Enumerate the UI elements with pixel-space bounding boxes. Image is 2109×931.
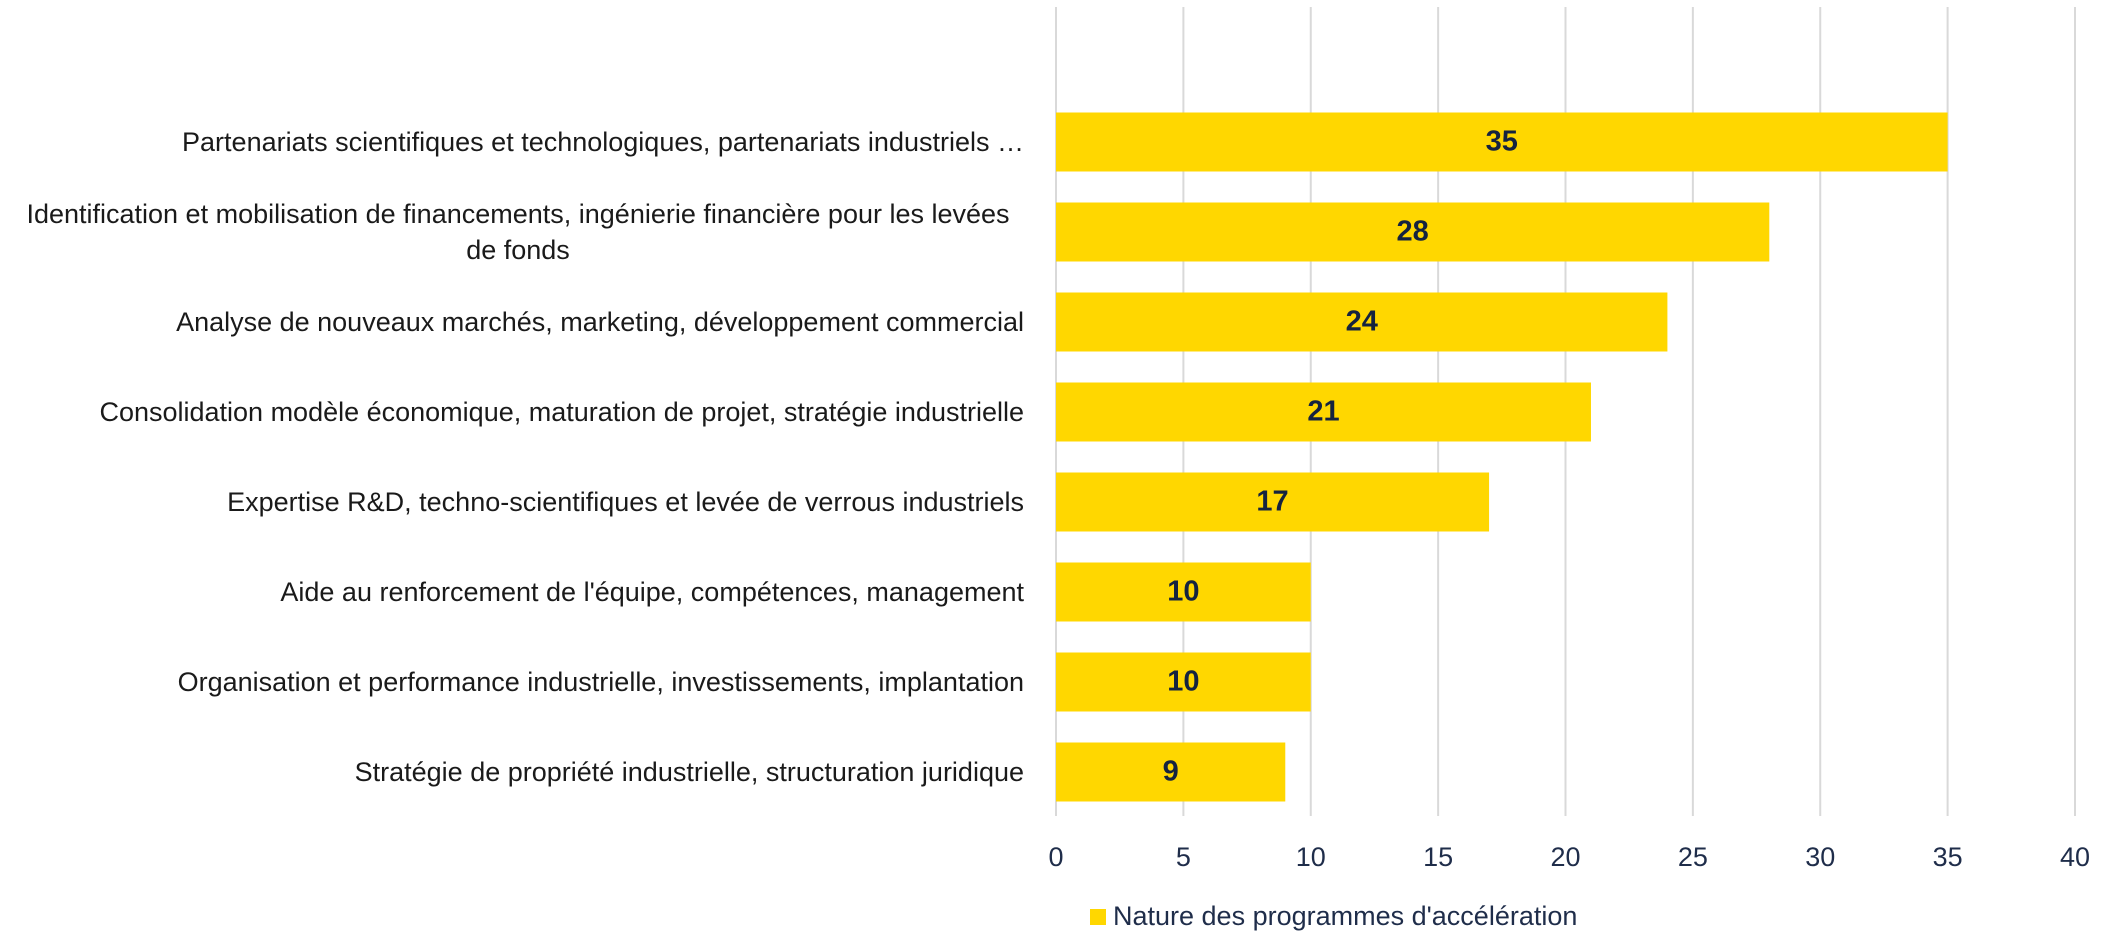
- data-label: 9: [1163, 756, 1179, 788]
- x-tick-label: 40: [2060, 842, 2090, 872]
- data-label: 21: [1307, 396, 1339, 428]
- category-text: Stratégie de propriété industrielle, str…: [354, 757, 1024, 787]
- data-label: 10: [1167, 666, 1199, 698]
- bar: [1056, 652, 1311, 712]
- category-text: Consolidation modèle économique, maturat…: [99, 397, 1024, 427]
- category-label: Analyse de nouveaux marchés, marketing, …: [176, 304, 1024, 340]
- category-text: Analyse de nouveaux marchés, marketing, …: [176, 307, 1024, 337]
- data-label: 35: [1486, 126, 1518, 158]
- x-tick-label: 35: [1933, 842, 1963, 872]
- bar: [1056, 742, 1286, 802]
- category-label: Organisation et performance industrielle…: [178, 664, 1024, 700]
- category-label: Aide au renforcement de l'équipe, compét…: [280, 574, 1024, 610]
- legend-swatch: [1090, 909, 1106, 925]
- bar: [1056, 562, 1311, 622]
- category-text: Identification et mobilisation de financ…: [26, 199, 1010, 265]
- bar: [1056, 112, 1948, 172]
- legend-label: Nature des programmes d'accélération: [1113, 901, 1577, 931]
- x-tick-label: 30: [1805, 842, 1835, 872]
- x-tick-label: 15: [1423, 842, 1453, 872]
- x-tick-label: 20: [1550, 842, 1580, 872]
- category-text: Organisation et performance industrielle…: [177, 667, 1024, 697]
- bar: [1056, 382, 1591, 442]
- bar: [1056, 292, 1668, 352]
- x-tick-label: 25: [1678, 842, 1708, 872]
- category-text: Aide au renforcement de l'équipe, compét…: [280, 577, 1024, 607]
- data-label: 10: [1167, 576, 1199, 608]
- category-text: Partenariats scientifiques et technologi…: [182, 127, 1024, 157]
- x-tick-label: 0: [1048, 842, 1063, 872]
- category-label: Stratégie de propriété industrielle, str…: [355, 754, 1024, 790]
- bar: [1056, 472, 1490, 532]
- x-tick-label: 10: [1296, 842, 1326, 872]
- category-label: Identification et mobilisation de financ…: [12, 196, 1024, 268]
- bar: [1056, 202, 1770, 262]
- category-label: Partenariats scientifiques et technologi…: [182, 124, 1024, 160]
- category-label: Consolidation modèle économique, maturat…: [99, 394, 1024, 430]
- x-tick-label: 5: [1176, 842, 1191, 872]
- category-label: Expertise R&D, techno-scientifiques et l…: [227, 484, 1024, 520]
- category-text: Expertise R&D, techno-scientifiques et l…: [227, 487, 1024, 517]
- data-label: 28: [1397, 216, 1429, 248]
- data-label: 17: [1256, 486, 1288, 518]
- data-label: 24: [1346, 306, 1378, 338]
